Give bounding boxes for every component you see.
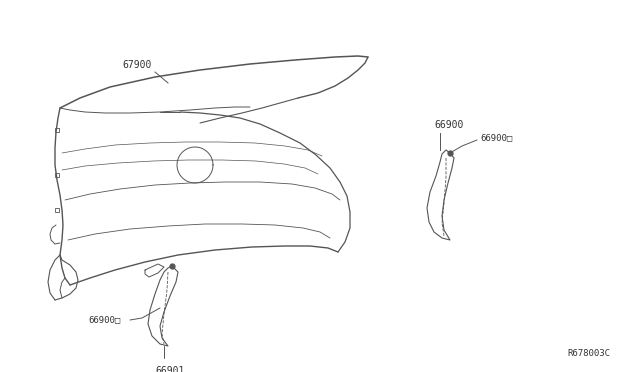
Text: 67900: 67900 bbox=[123, 60, 152, 70]
Text: 66901: 66901 bbox=[155, 366, 184, 372]
Text: 66900□: 66900□ bbox=[480, 134, 512, 142]
Text: 66900□: 66900□ bbox=[88, 315, 120, 324]
Text: 66900: 66900 bbox=[434, 120, 463, 130]
Text: R678003C: R678003C bbox=[567, 349, 610, 358]
